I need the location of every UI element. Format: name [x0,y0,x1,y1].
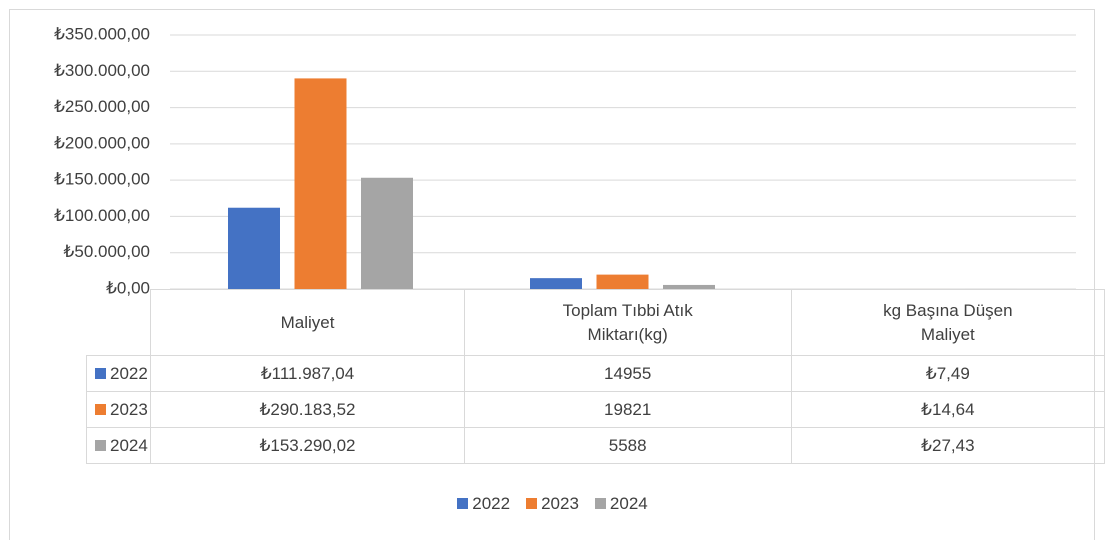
bar [596,274,649,289]
table-row: 2024 ₺153.290,02 5588 ₺27,43 [85,427,1105,464]
bar [294,78,347,290]
legend-item: 2024 [594,494,648,514]
legend-swatch [526,498,538,509]
legend-swatch [95,367,106,379]
legend-swatch [95,439,106,451]
legend-swatch [95,403,106,415]
legend-label: 2024 [609,494,648,513]
category-label: kg Başına Düşen Maliyet [790,289,1105,356]
bar [530,278,582,289]
table-key: 2023 [85,391,152,428]
table-value: 14955 [463,355,792,392]
series-name: 2023 [110,399,148,419]
bar [228,207,280,289]
table-value: 19821 [463,391,792,428]
table-header-row: Maliyet Toplam Tıbbi Atık Miktarı(kg) kg B… [86,289,1105,356]
table-value: 5588 [463,427,792,464]
table-row: 2023 ₺290.183,52 19821 ₺14,64 [85,391,1105,428]
table-value: ₺290.183,52 [150,391,465,428]
y-tick-label: ₺350.000,00 [54,24,150,43]
y-tick-label: ₺150.000,00 [54,170,150,189]
table-value: ₺14,64 [790,391,1105,428]
table-corner [86,289,152,356]
bar [361,177,413,289]
y-tick-label: ₺100.000,00 [54,206,150,225]
y-tick-label: ₺50.000,00 [64,242,150,261]
chart-border [9,9,1095,540]
legend-item: 2023 [526,494,579,514]
legend-item: 2022 [457,494,510,514]
category-label: Toplam Tıbbi Atık Miktarı(kg) [463,289,792,356]
legend-label: 2022 [472,494,511,513]
y-tick-label: ₺200.000,00 [54,133,150,152]
category-label: Maliyet [150,289,465,356]
y-tick-label: ₺250.000,00 [54,97,150,116]
legend-swatch [457,498,469,509]
legend-swatch [594,498,606,509]
table-key: 2024 [85,427,152,464]
legend-label: 2023 [541,494,579,513]
series-name: 2024 [110,435,148,455]
y-tick-label: ₺300.000,00 [54,61,150,80]
table-value: ₺7,49 [790,355,1105,392]
table-row: 2022 ₺111.987,04 14955 ₺7,49 [85,355,1105,392]
legend: 2022 2023 2024 [0,494,1105,514]
data-table: Maliyet Toplam Tıbbi Atık Miktarı(kg) kg B… [85,289,1105,464]
table-value: ₺153.290,02 [150,427,465,464]
series-name: 2022 [110,363,148,383]
table-value: ₺111.987,04 [150,355,465,392]
table-value: ₺27,43 [790,427,1105,464]
bar [663,284,715,289]
table-key: 2022 [85,355,152,392]
